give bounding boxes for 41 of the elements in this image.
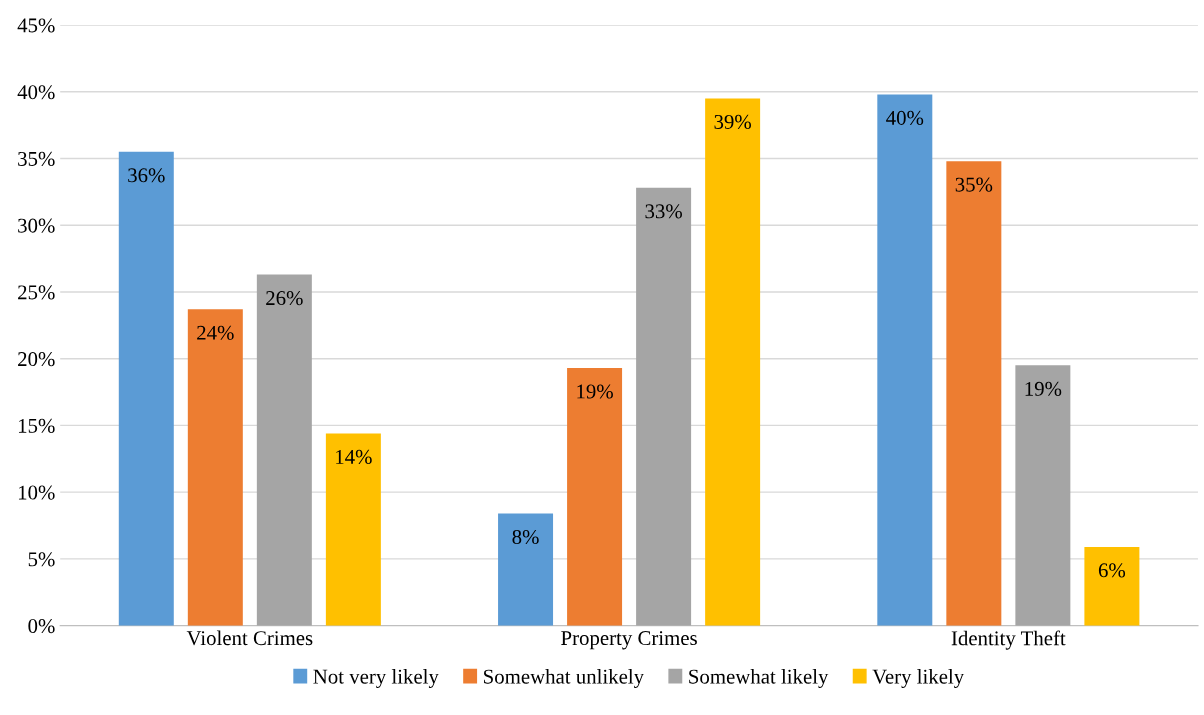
y-tick-label: 25% (18, 285, 55, 300)
y-tick-label: 15% (18, 418, 55, 433)
bar (567, 368, 623, 626)
y-tick-label: 10% (18, 485, 55, 500)
x-tick-label: Identity Theft (951, 630, 1066, 650)
data-label: 19% (577, 384, 613, 399)
y-tick-label: 40% (17, 85, 55, 100)
data-label: 33% (645, 204, 682, 219)
bar (946, 161, 1002, 626)
y-tick-label: 35% (18, 151, 55, 166)
y-tick-label: 20% (18, 352, 55, 367)
data-label: 36% (128, 168, 165, 183)
bar (325, 433, 381, 626)
bar (1015, 365, 1071, 626)
y-tick-label: 5% (28, 552, 55, 567)
data-label: 24% (197, 325, 234, 340)
legend-label: Somewhat likely (689, 669, 829, 688)
bar (498, 513, 554, 626)
bar (705, 98, 761, 626)
data-label: 40% (886, 110, 924, 125)
data-label: 19% (1025, 381, 1062, 396)
x-tick-label: Property Crimes (561, 631, 697, 650)
data-label: 39% (714, 114, 752, 129)
x-tick-label: Violent Crimes (186, 630, 313, 646)
data-label: 14% (336, 449, 372, 464)
legend-label: Not very likely (313, 669, 439, 688)
data-label: 26% (266, 291, 303, 306)
y-tick-label: 0% (28, 619, 55, 634)
y-tick-label: 45% (17, 18, 55, 33)
data-label: 8% (512, 529, 539, 545)
bar (256, 274, 312, 626)
legend-label: Somewhat unlikely (484, 669, 644, 688)
data-label: 35% (955, 177, 993, 192)
bar (118, 151, 174, 626)
bar (1084, 546, 1140, 626)
legend-label: Very likely (872, 669, 965, 688)
y-tick-label: 30% (18, 218, 55, 233)
bar (187, 309, 243, 626)
bar (636, 187, 692, 626)
data-label: 6% (1098, 563, 1126, 578)
bar (877, 94, 933, 626)
